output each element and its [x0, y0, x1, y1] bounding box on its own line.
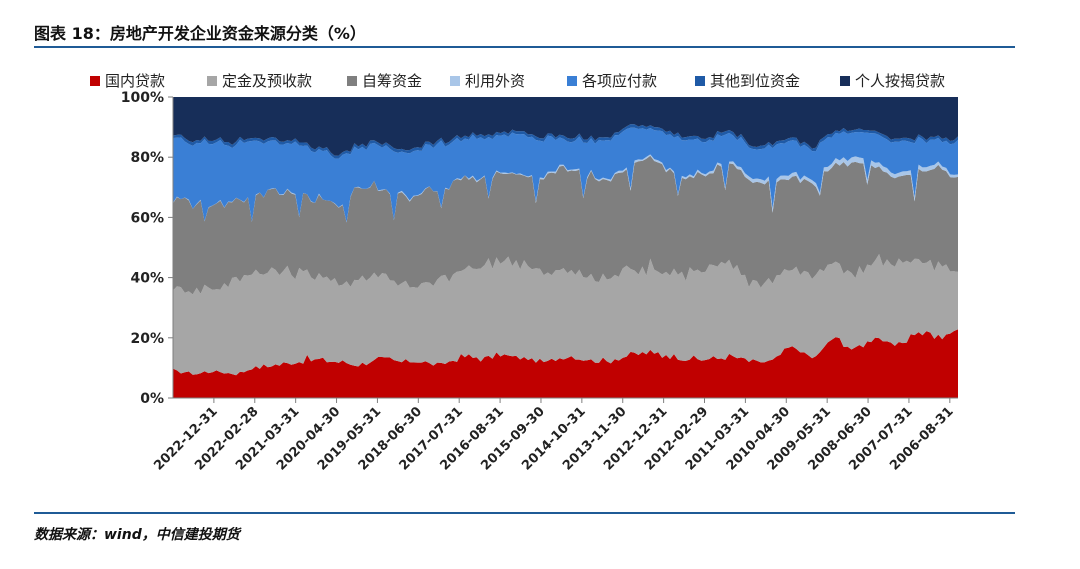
y-tick-label: 40% [130, 271, 164, 287]
y-tick-label: 20% [130, 331, 164, 347]
legend-swatch-1 [207, 76, 217, 86]
area-series-6 [173, 97, 958, 156]
area-series-4 [173, 127, 958, 223]
legend-swatch-2 [347, 76, 357, 86]
legend-label-0: 国内贷款 [105, 72, 165, 90]
legend-label-5: 其他到位资金 [710, 72, 800, 90]
legend-label-1: 定金及预收款 [222, 72, 312, 90]
legend-swatch-3 [450, 76, 460, 86]
legend-swatch-5 [695, 76, 705, 86]
data-source-note: 数据来源：wind，中信建投期货 [34, 527, 240, 543]
area-series-2 [173, 155, 958, 295]
y-tick-label: 100% [121, 90, 164, 106]
stacked-area-chart: 国内贷款 定金及预收款 自筹资金 利用外资 各项应付款 其他到位资金 个人按揭贷款 0% 20… [90, 72, 958, 474]
legend-label-6: 个人按揭贷款 [855, 72, 945, 90]
area-series-3 [173, 154, 958, 223]
bottom-divider [34, 512, 1015, 514]
legend-swatch-4 [567, 76, 577, 86]
legend-swatch-6 [840, 76, 850, 86]
top-divider [34, 46, 1015, 48]
area-series-1 [173, 254, 958, 376]
legend-label-3: 利用外资 [465, 72, 525, 90]
legend-label-2: 自筹资金 [362, 72, 422, 90]
legend-swatch-0 [90, 76, 100, 86]
y-tick-label: 0% [140, 391, 164, 407]
area-series-0 [173, 329, 958, 398]
area-series-group [173, 97, 958, 398]
y-tick-label: 60% [130, 210, 164, 226]
legend-label-4: 各项应付款 [582, 72, 657, 90]
legend: 国内贷款 定金及预收款 自筹资金 利用外资 各项应付款 其他到位资金 个人按揭贷款 [90, 72, 945, 90]
chart-title: 图表 18：房地产开发企业资金来源分类（%） [34, 24, 366, 43]
y-tick-label: 80% [130, 150, 164, 166]
